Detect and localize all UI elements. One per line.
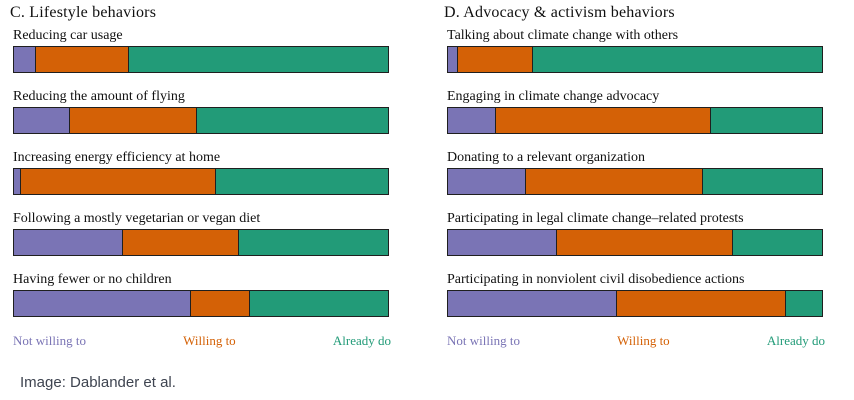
bar-label: Engaging in climate change advocacy (447, 89, 660, 104)
legend-not-willing: Not willing to (13, 333, 86, 348)
segment-not-willing (13, 107, 70, 134)
bar-label: Donating to a relevant organization (447, 150, 646, 165)
segment-already-do (237, 229, 389, 256)
bar-label: Participating in legal climate change–re… (447, 211, 744, 226)
segment-willing (19, 168, 217, 195)
legend: Not willing to Willing to Already do (13, 333, 391, 348)
bar-rows: Talking about climate change with others… (447, 28, 825, 317)
segment-willing (34, 46, 130, 73)
stacked-bar (447, 229, 825, 256)
panel-lifestyle-behaviors: C. Lifestyle behaviors Reducing car usag… (10, 4, 391, 349)
bar-row: Increasing energy efficiency at home (13, 150, 391, 195)
segment-willing (616, 290, 787, 317)
segment-willing (189, 290, 251, 317)
stacked-bar (13, 168, 391, 195)
segment-not-willing (447, 290, 618, 317)
panel-title: D. Advocacy & activism behaviors (444, 4, 675, 21)
bar-label: Increasing energy efficiency at home (13, 150, 221, 165)
stacked-bar (447, 168, 825, 195)
segment-already-do (531, 46, 823, 73)
segment-already-do (196, 107, 389, 134)
bar-row: Participating in nonviolent civil disobe… (447, 272, 825, 317)
stacked-bar (13, 107, 391, 134)
legend-not-willing: Not willing to (447, 333, 520, 348)
segment-willing (121, 229, 239, 256)
segment-already-do (249, 290, 389, 317)
panel-advocacy-activism-behaviors: D. Advocacy & activism behaviors Talking… (444, 4, 825, 349)
panels-row: C. Lifestyle behaviors Reducing car usag… (10, 4, 825, 349)
bar-row: Having fewer or no children (13, 272, 391, 317)
segment-willing (457, 46, 533, 73)
bar-rows: Reducing car usage Reducing the amount of… (13, 28, 391, 317)
stacked-bar (447, 290, 825, 317)
bar-label: Having fewer or no children (13, 272, 172, 287)
segment-willing (68, 107, 198, 134)
segment-not-willing (13, 229, 123, 256)
bar-label: Reducing the amount of flying (13, 89, 185, 104)
segment-not-willing (13, 290, 191, 317)
segment-willing (555, 229, 734, 256)
bar-row: Following a mostly vegetarian or vegan d… (13, 211, 391, 256)
stacked-bar (13, 46, 391, 73)
segment-already-do (215, 168, 389, 195)
bar-row: Participating in legal climate change–re… (447, 211, 825, 256)
image-credit: Image: Dablander et al. (20, 374, 176, 391)
segment-already-do (785, 290, 823, 317)
segment-not-willing (13, 46, 36, 73)
segment-willing (495, 107, 711, 134)
bar-label: Participating in nonviolent civil disobe… (447, 272, 745, 287)
bar-label: Talking about climate change with others (447, 28, 679, 43)
segment-already-do (128, 46, 389, 73)
bar-label: Following a mostly vegetarian or vegan d… (13, 211, 261, 226)
legend-willing: Willing to (183, 333, 236, 348)
stacked-bar (13, 290, 391, 317)
bar-row: Reducing the amount of flying (13, 89, 391, 134)
stacked-bar (447, 46, 825, 73)
bar-label: Reducing car usage (13, 28, 123, 43)
stacked-bar (13, 229, 391, 256)
bar-row: Engaging in climate change advocacy (447, 89, 825, 134)
segment-already-do (709, 107, 823, 134)
segment-willing (525, 168, 704, 195)
legend-already-do: Already do (766, 333, 825, 348)
legend: Not willing to Willing to Already do (447, 333, 825, 348)
stacked-bar (447, 107, 825, 134)
legend-already-do: Already do (332, 333, 391, 348)
bar-row: Talking about climate change with others (447, 28, 825, 73)
segment-not-willing (447, 229, 557, 256)
legend-willing: Willing to (617, 333, 670, 348)
segment-not-willing (447, 168, 527, 195)
bar-row: Donating to a relevant organization (447, 150, 825, 195)
segment-already-do (732, 229, 823, 256)
segment-already-do (702, 168, 823, 195)
segment-not-willing (447, 107, 497, 134)
bar-row: Reducing car usage (13, 28, 391, 73)
panel-title: C. Lifestyle behaviors (10, 4, 157, 21)
